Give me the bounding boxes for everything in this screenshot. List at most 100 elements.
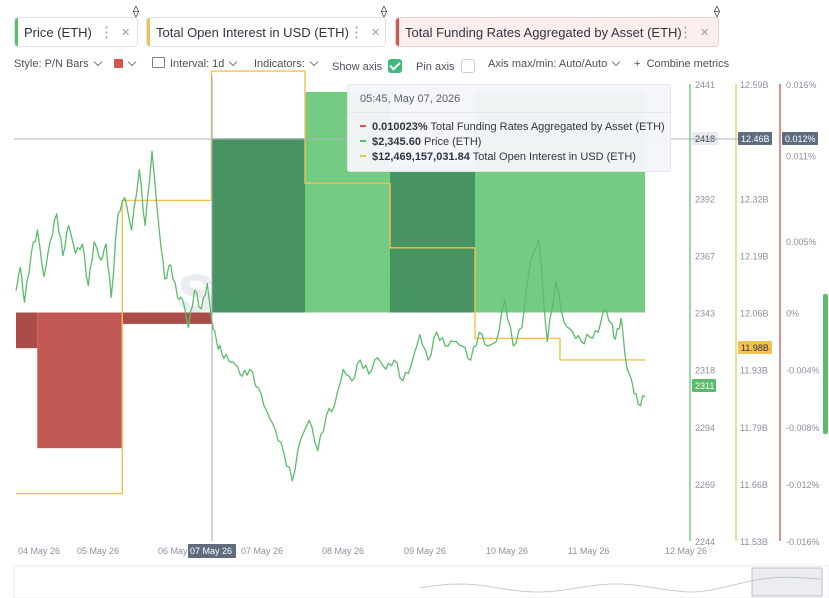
price-line xyxy=(15,150,646,482)
tab-price[interactable]: Price (ETH) ⋮ ✕ ⟠ xyxy=(14,4,139,47)
funding-tick-label: 0.005% xyxy=(786,237,817,247)
tooltip-date: 05:45, May 07, 2026 xyxy=(360,93,461,105)
ethereum-icon: ⟠ xyxy=(714,4,720,18)
tooltip-value: $2,345.60 xyxy=(372,136,421,148)
oi-tick-label: 11.93B xyxy=(740,366,768,376)
more-icon[interactable]: ⋮ xyxy=(349,24,364,41)
tab-funding-rates-label: Total Funding Rates Aggregated by Asset … xyxy=(405,24,682,40)
tooltip-label: Total Funding Rates Aggregated by Asset … xyxy=(430,121,665,133)
price-tick-label: 2367 xyxy=(695,251,715,261)
plus-icon: + xyxy=(634,58,641,70)
price-tick-label: 2441 xyxy=(695,80,715,90)
pin-axis-label: Pin axis xyxy=(416,61,455,73)
oi-tick-label: 12.32B xyxy=(740,194,769,204)
funding-tick-label: 0.016% xyxy=(786,80,817,90)
close-icon[interactable]: ✕ xyxy=(700,27,710,39)
legend-marker xyxy=(360,125,366,127)
tab-price-label: Price (ETH) xyxy=(24,24,92,40)
show-axis-label: Show axis xyxy=(332,61,383,73)
tab-color-bar xyxy=(396,18,399,46)
oi-tick-label: 11.79B xyxy=(740,423,768,433)
indicators-label: Indicators: xyxy=(254,58,305,70)
funding-rate-bars xyxy=(16,92,645,449)
x-crosshair-label: 07 May 26 xyxy=(190,546,232,556)
color-picker[interactable] xyxy=(114,56,137,72)
funding-bar xyxy=(122,312,212,324)
pin-axis-toggle[interactable]: Pin axis xyxy=(416,56,475,75)
oi-current-badge: 11.98B xyxy=(741,343,769,353)
ethereum-icon: ⟠ xyxy=(381,4,387,18)
show-axis-toggle[interactable]: Show axis xyxy=(332,56,403,75)
tooltip-value: $12,469,157,031.84 xyxy=(372,151,470,163)
crosshair-tooltip: 05:45, May 07, 2026 0.010023% Total Fund… xyxy=(347,84,671,172)
tab-color-bar xyxy=(15,18,18,46)
funding-bar xyxy=(390,166,475,313)
x-tick-label: 04 May 26 xyxy=(18,546,60,556)
oi-tick-label: 12.59B xyxy=(740,80,769,90)
combine-metrics-label: Combine metrics xyxy=(646,58,730,70)
oi-tick-label: 12.19B xyxy=(740,251,769,261)
x-tick-label: 07 May 26 xyxy=(241,546,283,556)
close-icon[interactable]: ✕ xyxy=(371,27,381,39)
oi-current-badge-bg xyxy=(738,341,772,354)
pin-axis-checkbox[interactable] xyxy=(460,59,475,73)
funding-bar xyxy=(37,312,123,449)
indicators-dropdown[interactable]: Indicators: xyxy=(254,56,318,72)
funding-bar xyxy=(211,138,305,313)
minimap-frame xyxy=(13,565,829,598)
x-tick-label: 05 May 26 xyxy=(77,546,119,556)
x-tick-label: 06 May 26 xyxy=(158,546,200,556)
open-interest-series xyxy=(16,70,645,495)
oi-crosshair-badge-bg xyxy=(738,132,772,145)
axis-maxmin-label: Axis max/min: Auto/Auto xyxy=(488,58,608,70)
funding-tick-label: -0.008% xyxy=(786,423,820,433)
funding-crosshair-badge-bg xyxy=(782,132,818,145)
oi-crosshair-badge: 12.46B xyxy=(741,134,770,144)
tooltip-row-price: $2,345.60 Price (ETH) xyxy=(360,136,481,148)
price-tick-label: 2244 xyxy=(695,537,715,547)
interval-dropdown[interactable]: Interval: 1d xyxy=(152,56,238,72)
more-icon[interactable]: ⋮ xyxy=(99,24,114,41)
axis-maxmin-dropdown[interactable]: Axis max/min: Auto/Auto xyxy=(488,56,621,72)
navigator-minimap[interactable] xyxy=(13,565,829,598)
x-tick-label: 11 May 26 xyxy=(568,546,609,556)
x-crosshair-badge xyxy=(188,544,236,558)
oi-tick-label: 11.53B xyxy=(740,537,768,547)
x-tick-label: 09 May 26 xyxy=(404,546,446,556)
minimap-selection xyxy=(751,567,823,597)
price-tick-label: 2294 xyxy=(695,423,715,433)
open-interest-line xyxy=(16,70,645,495)
price-current-badge: 2311 xyxy=(695,381,714,391)
price-tick-label: 2269 xyxy=(695,480,715,490)
close-icon[interactable]: ✕ xyxy=(121,27,131,39)
x-tick-label: 10 May 26 xyxy=(486,546,528,556)
tooltip-row-funding: 0.010023% Total Funding Rates Aggregated… xyxy=(360,121,665,133)
x-tick-label: 12 May 26 xyxy=(665,546,707,556)
funding-crosshair-badge: 0.012% xyxy=(785,134,816,144)
tab-color-bar xyxy=(147,18,150,46)
price-tick-label: 2318 xyxy=(695,366,715,376)
tooltip-divider xyxy=(348,112,670,113)
tab-funding-rates[interactable]: Total Funding Rates Aggregated by Asset … xyxy=(395,4,720,47)
price-tick-label: 2392 xyxy=(695,194,715,204)
color-swatch xyxy=(114,59,123,68)
combine-metrics-button[interactable]: + Combine metrics xyxy=(634,56,729,72)
oi-tick-label: 12.06B xyxy=(740,309,769,319)
funding-tick-label: -0.004% xyxy=(786,366,820,376)
tab-open-interest[interactable]: Total Open Interest in USD (ETH) ⋮ ✕ ⟠ xyxy=(146,4,387,47)
minimap-series xyxy=(419,576,821,593)
axes: 24412418239223672343231822942269224412.5… xyxy=(689,80,828,547)
calendar-icon xyxy=(152,57,165,68)
style-dropdown[interactable]: Style: P/N Bars xyxy=(14,56,102,72)
more-icon[interactable]: ⋮ xyxy=(678,24,693,41)
funding-tick-label: 0.011% xyxy=(786,151,816,161)
price-current-badge-bg xyxy=(692,379,716,392)
price-series xyxy=(15,150,646,482)
funding-tick-label: -0.016% xyxy=(786,537,820,547)
tooltip-value: 0.010023% xyxy=(372,121,428,133)
tooltip-label: Total Open Interest in USD (ETH) xyxy=(472,151,636,163)
oi-tick-label: 11.66B xyxy=(740,480,768,490)
show-axis-checkbox[interactable] xyxy=(388,59,403,73)
